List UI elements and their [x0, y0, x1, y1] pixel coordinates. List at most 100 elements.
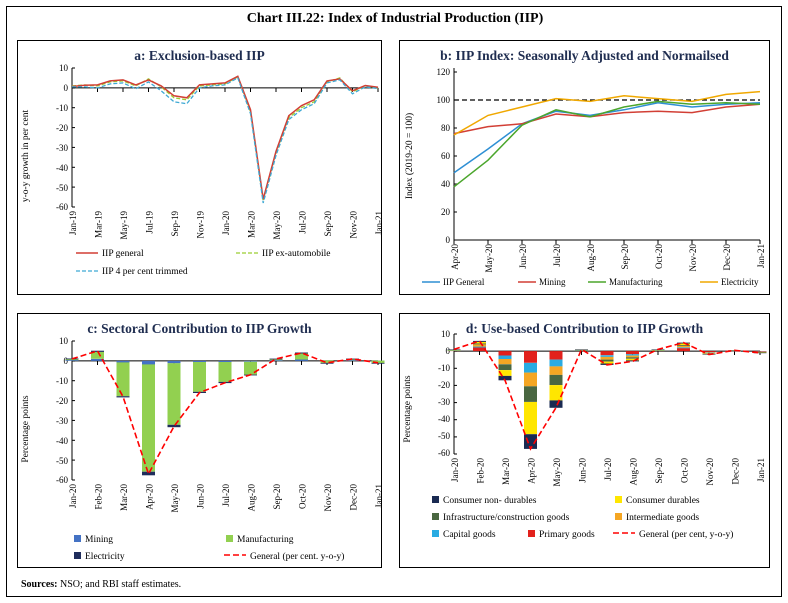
svg-text:Jan-20: Jan-20	[68, 484, 78, 508]
svg-text:Jul-20: Jul-20	[221, 484, 231, 507]
svg-text:Electricity: Electricity	[721, 277, 759, 287]
svg-text:60: 60	[441, 151, 451, 161]
svg-text:Jul-20: Jul-20	[552, 244, 562, 267]
svg-text:Infrastructure/construction g: Infrastructure/construction goods	[443, 512, 570, 523]
svg-text:Jun-20: Jun-20	[518, 244, 528, 269]
svg-text:Feb-20: Feb-20	[476, 458, 486, 484]
svg-text:Apr-20: Apr-20	[527, 458, 537, 484]
svg-text:Manufacturing: Manufacturing	[609, 277, 663, 287]
svg-text:-20: -20	[438, 380, 450, 390]
svg-text:-10: -10	[56, 376, 68, 386]
svg-text:Jan-20: Jan-20	[221, 211, 231, 235]
svg-text:Apr-20: Apr-20	[450, 244, 460, 270]
svg-text:Mar-20: Mar-20	[119, 484, 129, 511]
svg-text:Mining: Mining	[539, 277, 566, 287]
svg-text:General (per cent. y-o-y): General (per cent. y-o-y)	[250, 551, 344, 562]
svg-text:Aug-20: Aug-20	[629, 458, 639, 486]
svg-text:Intermediate goods: Intermediate goods	[626, 513, 699, 523]
svg-text:IIP 4 per cent trimmed: IIP 4 per cent trimmed	[102, 267, 188, 277]
svg-text:0: 0	[64, 83, 69, 93]
svg-text:IIP general: IIP general	[102, 249, 144, 259]
svg-text:Jul-20: Jul-20	[298, 211, 308, 234]
svg-text:Jan-21: Jan-21	[374, 211, 384, 235]
svg-text:May-20: May-20	[484, 244, 494, 273]
svg-text:Feb-20: Feb-20	[94, 484, 104, 510]
svg-text:Oct-20: Oct-20	[654, 244, 664, 269]
svg-text:-30: -30	[56, 143, 68, 153]
svg-text:Jun-20: Jun-20	[196, 484, 206, 509]
svg-text:10: 10	[59, 63, 69, 73]
svg-text:0: 0	[446, 235, 451, 245]
svg-text:-20: -20	[56, 123, 68, 133]
svg-text:80: 80	[441, 123, 451, 133]
svg-text:10: 10	[59, 336, 69, 346]
svg-text:May-20: May-20	[272, 211, 282, 240]
svg-text:Jan-20: Jan-20	[450, 458, 460, 482]
svg-text:Mar-20: Mar-20	[247, 211, 257, 238]
svg-text:-60: -60	[56, 475, 68, 485]
svg-text:Mar-19: Mar-19	[94, 211, 104, 238]
svg-text:Sep-20: Sep-20	[272, 484, 282, 510]
svg-text:Nov-20: Nov-20	[323, 484, 333, 512]
svg-text:Electricity: Electricity	[85, 552, 125, 562]
svg-text:Consumer non- durables: Consumer non- durables	[443, 496, 537, 506]
svg-text:Apr-20: Apr-20	[145, 484, 155, 510]
svg-text:40: 40	[441, 179, 451, 189]
svg-text:May-19: May-19	[119, 211, 129, 240]
svg-text:Jan-21: Jan-21	[756, 458, 766, 482]
svg-text:0: 0	[64, 356, 69, 366]
svg-text:Index (2019-20 = 100): Index (2019-20 = 100)	[404, 113, 415, 199]
svg-text:Jan-21: Jan-21	[374, 484, 384, 508]
svg-text:Percentage points: Percentage points	[21, 395, 31, 463]
svg-text:-40: -40	[56, 163, 68, 173]
svg-text:Manufacturing: Manufacturing	[237, 534, 294, 545]
svg-text:-50: -50	[438, 431, 450, 441]
svg-text:Dec-20: Dec-20	[349, 484, 359, 511]
svg-text:-40: -40	[438, 414, 450, 424]
svg-text:Nov-19: Nov-19	[196, 211, 206, 239]
svg-text:May-20: May-20	[170, 484, 180, 513]
svg-text:Nov-20: Nov-20	[349, 211, 359, 239]
svg-text:Sep-20: Sep-20	[323, 211, 333, 237]
svg-text:10: 10	[441, 329, 451, 339]
svg-text:Nov-20: Nov-20	[705, 458, 715, 486]
svg-text:Sep-20: Sep-20	[654, 458, 664, 484]
svg-text:Dec-20: Dec-20	[731, 458, 741, 485]
svg-text:Dec-20: Dec-20	[722, 244, 732, 271]
svg-text:-50: -50	[56, 183, 68, 193]
svg-text:-50: -50	[56, 456, 68, 466]
svg-text:Mining: Mining	[85, 535, 113, 545]
svg-text:Primary goods: Primary goods	[539, 530, 595, 540]
svg-text:-30: -30	[438, 397, 450, 407]
svg-text:Sep-19: Sep-19	[170, 211, 180, 237]
svg-text:Oct-20: Oct-20	[680, 458, 690, 483]
svg-text:Jul-20: Jul-20	[603, 458, 613, 481]
svg-text:-10: -10	[438, 363, 450, 373]
svg-text:-40: -40	[56, 436, 68, 446]
svg-text:Nov-20: Nov-20	[688, 244, 698, 272]
svg-text:Jan-19: Jan-19	[68, 211, 78, 235]
svg-text:Oct-20: Oct-20	[298, 484, 308, 509]
svg-text:Jan-21: Jan-21	[756, 244, 766, 268]
svg-text:-10: -10	[56, 103, 68, 113]
svg-text:20: 20	[441, 207, 451, 217]
svg-text:Jul-19: Jul-19	[145, 211, 155, 234]
svg-text:Mar-20: Mar-20	[501, 458, 511, 485]
svg-text:Consumer durables: Consumer durables	[626, 496, 700, 506]
svg-text:Aug-20: Aug-20	[247, 484, 257, 512]
svg-text:Capital goods: Capital goods	[443, 530, 496, 540]
svg-text:IIP General: IIP General	[443, 277, 485, 287]
svg-text:-60: -60	[56, 202, 68, 212]
svg-text:Aug-20: Aug-20	[586, 244, 596, 272]
svg-text:Sep-20: Sep-20	[620, 244, 630, 270]
svg-text:-30: -30	[56, 416, 68, 426]
svg-text:Percentage points: Percentage points	[403, 375, 413, 443]
svg-text:May-20: May-20	[552, 458, 562, 487]
svg-text:y-o-y growth in per cent: y-o-y growth in per cent	[21, 109, 31, 202]
svg-text:Jun-20: Jun-20	[578, 458, 588, 483]
svg-text:-60: -60	[438, 448, 450, 458]
svg-text:120: 120	[437, 67, 451, 77]
svg-text:IIP ex-automobile: IIP ex-automobile	[262, 249, 331, 259]
svg-text:100: 100	[437, 95, 451, 105]
svg-text:General (per cent, y-o-y): General (per cent, y-o-y)	[639, 529, 733, 540]
